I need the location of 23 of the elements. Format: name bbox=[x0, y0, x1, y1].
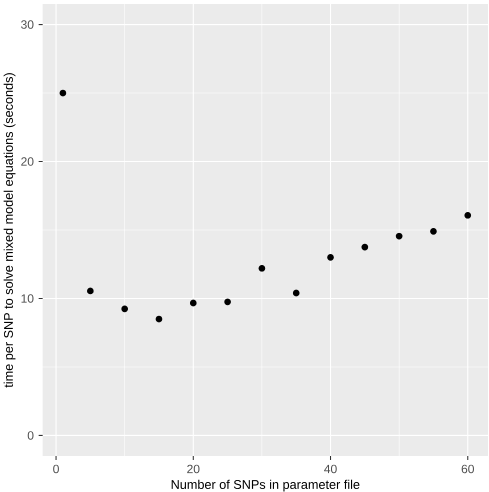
y-tick-label: 10 bbox=[22, 294, 34, 303]
point bbox=[396, 232, 402, 240]
point bbox=[327, 254, 334, 261]
point bbox=[156, 316, 162, 322]
point bbox=[60, 90, 66, 96]
point bbox=[258, 265, 266, 272]
y-tick-label: 0 bbox=[28, 431, 34, 440]
point bbox=[430, 228, 437, 235]
x-axis-title: Number of SNPs in parameter file bbox=[172, 480, 360, 492]
point bbox=[121, 306, 128, 312]
point bbox=[464, 212, 472, 219]
point bbox=[292, 290, 300, 296]
point bbox=[190, 300, 197, 306]
y-tick-label: 30 bbox=[21, 20, 34, 29]
y-axis-title: time per SNP to solve mixed model equations (seconds) bbox=[4, 73, 16, 388]
x-tick-label: 60 bbox=[462, 464, 474, 474]
x-tick-label: 0 bbox=[53, 464, 59, 474]
point bbox=[361, 244, 368, 250]
y-tick-label: 20 bbox=[21, 157, 34, 166]
x-tick-label: 20 bbox=[187, 464, 200, 474]
point bbox=[224, 298, 231, 306]
point bbox=[87, 288, 94, 294]
x-tick-label: 40 bbox=[324, 464, 337, 474]
